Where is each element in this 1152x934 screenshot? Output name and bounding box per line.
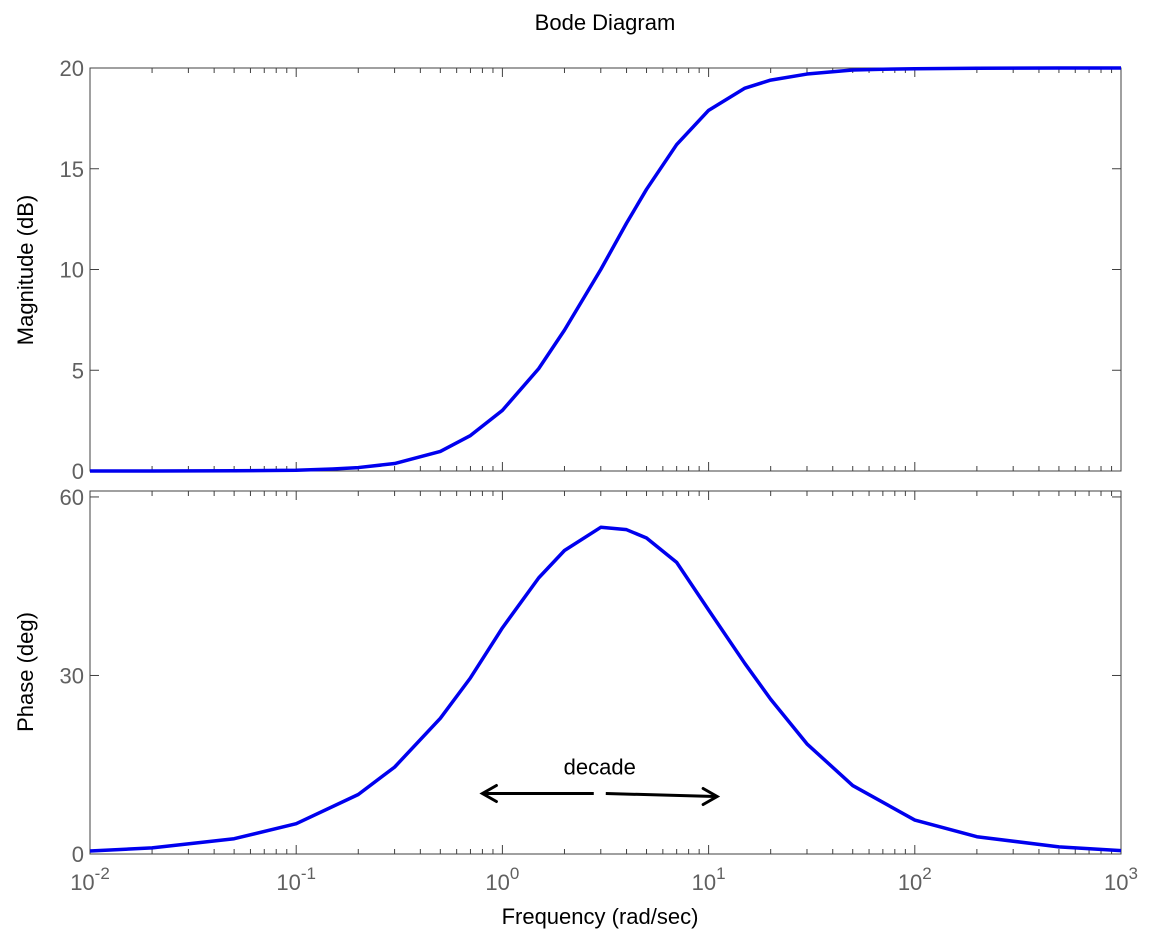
- x-tick-label: 10-1: [276, 864, 316, 895]
- decade-label: decade: [564, 754, 636, 779]
- magnitude-ytick-label: 5: [72, 358, 84, 383]
- magnitude-ticks: [89, 67, 1122, 472]
- phase-panel: 0 30 60 Phase (deg) decade: [13, 485, 1122, 867]
- magnitude-tick-labels: 0 5 10 15 20: [60, 56, 84, 484]
- x-tick-labels: 10-2 10-1 100 101 102 103: [70, 864, 1138, 895]
- phase-tick-labels: 0 30 60: [60, 485, 84, 867]
- x-tick-label: 102: [898, 864, 932, 895]
- x-tick-label: 100: [485, 864, 519, 895]
- x-tick-label: 101: [692, 864, 726, 895]
- decade-arrowhead-right: [701, 786, 721, 806]
- phase-plot-area: [89, 490, 1122, 855]
- magnitude-ytick-label: 0: [72, 459, 84, 484]
- phase-ylabel: Phase (deg): [13, 612, 38, 732]
- magnitude-ytick-label: 10: [60, 258, 84, 283]
- magnitude-ylabel: Magnitude (dB): [13, 195, 38, 345]
- magnitude-plot-area: [89, 67, 1122, 472]
- chart-title: Bode Diagram: [535, 10, 676, 35]
- phase-ytick-label: 60: [60, 485, 84, 510]
- x-tick-label: 10-2: [70, 864, 110, 895]
- decade-arrow-right: [605, 791, 716, 798]
- magnitude-ytick-label: 20: [60, 56, 84, 81]
- decade-arrowhead-left: [479, 783, 498, 803]
- phase-curve: [89, 525, 1122, 853]
- magnitude-panel: 0 5 10 15 20 Magnitude (dB): [13, 56, 1122, 484]
- phase-ticks: [89, 491, 1122, 855]
- phase-ytick-label: 0: [72, 842, 84, 867]
- x-tick-label: 103: [1104, 864, 1138, 895]
- magnitude-curve: [90, 66, 1121, 473]
- x-axis-label: Frequency (rad/sec): [502, 904, 699, 929]
- decade-annotation: decade: [479, 754, 721, 806]
- magnitude-ytick-label: 15: [60, 157, 84, 182]
- phase-ytick-label: 30: [60, 663, 84, 688]
